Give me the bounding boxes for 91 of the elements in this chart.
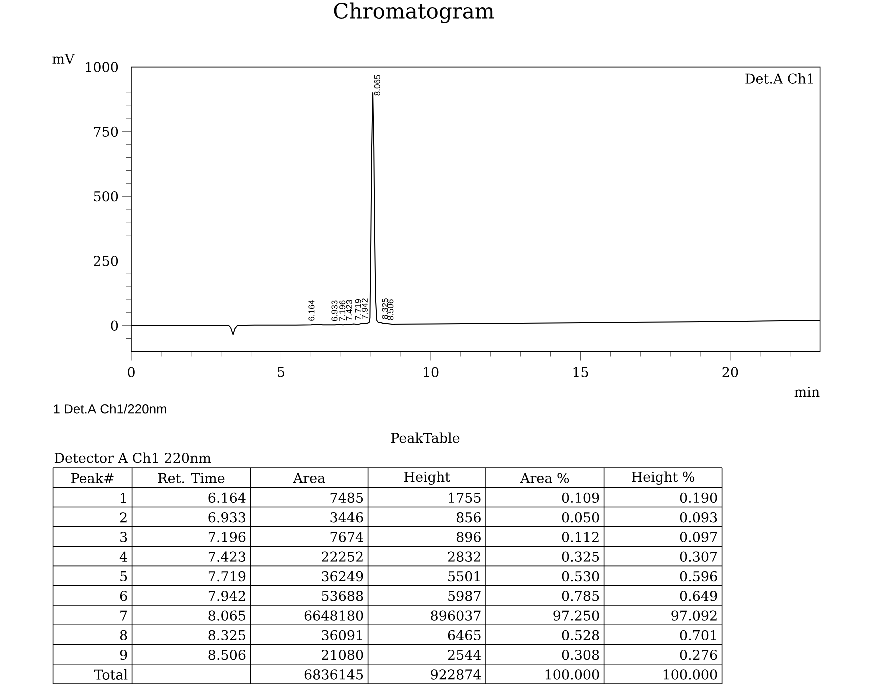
text: 0.093 bbox=[680, 512, 718, 523]
annotation: 8.506 bbox=[388, 300, 394, 320]
text: 0.325 bbox=[562, 552, 600, 562]
text: 22252 bbox=[322, 552, 363, 562]
annotation: 6.933 bbox=[332, 300, 338, 322]
text: 0.112 bbox=[562, 532, 599, 542]
text: 856 bbox=[456, 512, 481, 523]
text: 6 bbox=[120, 591, 128, 602]
text: Total bbox=[94, 669, 128, 680]
text: 36249 bbox=[322, 571, 364, 582]
text: 7.196 bbox=[208, 532, 246, 542]
text: 2544 bbox=[448, 650, 482, 660]
text: 0.785 bbox=[562, 591, 600, 602]
x-tick-label: 20 bbox=[722, 367, 738, 378]
text: Peak# bbox=[72, 473, 114, 484]
text: 6.164 bbox=[208, 492, 246, 504]
x-axis-title: min bbox=[794, 387, 820, 397]
text: 6836145 bbox=[304, 670, 364, 680]
text: Height bbox=[404, 472, 450, 485]
annotation: Det.A Ch1 bbox=[746, 73, 814, 84]
annotation: 8.325 bbox=[382, 298, 388, 320]
text: 3446 bbox=[330, 512, 364, 523]
text: 5987 bbox=[448, 591, 481, 602]
text: 97.092 bbox=[672, 610, 717, 621]
text: Ret. Time bbox=[158, 473, 225, 484]
text: 36091 bbox=[322, 630, 362, 641]
text: 1 bbox=[121, 492, 126, 503]
text: 0.530 bbox=[562, 571, 600, 582]
text: 0.190 bbox=[680, 492, 718, 504]
text: Area bbox=[293, 473, 326, 484]
text: 0.050 bbox=[562, 512, 600, 523]
y-tick-label: 500 bbox=[94, 191, 118, 202]
text: 8.506 bbox=[208, 650, 246, 660]
text: PeakTable bbox=[391, 432, 460, 444]
annotation: 7.719 bbox=[355, 299, 362, 320]
text: 0.109 bbox=[562, 492, 600, 504]
text: 6465 bbox=[448, 630, 481, 641]
text: 100.000 bbox=[546, 670, 600, 680]
text: 97.250 bbox=[554, 610, 600, 621]
text: 100.000 bbox=[664, 670, 718, 680]
text: 896037 bbox=[431, 610, 481, 621]
y-tick-label: 0 bbox=[111, 320, 118, 331]
text: 3 bbox=[120, 532, 128, 542]
text: 7.423 bbox=[208, 552, 246, 562]
y-tick-label: 250 bbox=[94, 256, 118, 266]
text: 7674 bbox=[330, 532, 364, 542]
text: Detector A Ch1 220nm bbox=[54, 452, 212, 464]
text: Height % bbox=[632, 472, 695, 485]
text: 5 bbox=[120, 571, 128, 582]
text: 6.933 bbox=[208, 512, 246, 523]
text: 21080 bbox=[322, 650, 364, 660]
text: 8.325 bbox=[208, 630, 246, 641]
text: 7.942 bbox=[208, 591, 246, 602]
x-tick-label: 10 bbox=[424, 367, 439, 378]
annotation: 6.164 bbox=[308, 300, 315, 321]
text: 922874 bbox=[431, 670, 482, 680]
text: 1 Det.A Ch1/220nm bbox=[54, 404, 166, 414]
text: 4 bbox=[120, 552, 128, 562]
text: 0.649 bbox=[680, 591, 718, 602]
x-tick-label: 0 bbox=[128, 367, 135, 378]
text: 6648180 bbox=[304, 610, 364, 621]
y-axis-title: mV bbox=[52, 54, 75, 64]
text: 7 bbox=[120, 610, 128, 621]
chart-title: Chromatogram bbox=[334, 2, 494, 24]
annotation: 7.196 bbox=[340, 300, 346, 322]
text: 7485 bbox=[330, 492, 364, 504]
text: 0.528 bbox=[562, 630, 600, 641]
text: 0.701 bbox=[680, 630, 716, 641]
y-tick-label: 1000 bbox=[86, 62, 118, 72]
text: 1755 bbox=[449, 492, 481, 504]
annotation: 7.942 bbox=[362, 298, 368, 320]
text: 0.307 bbox=[680, 552, 718, 562]
text: 7.719 bbox=[208, 571, 246, 582]
x-tick-label: 15 bbox=[574, 367, 588, 378]
text: Area % bbox=[520, 473, 570, 484]
text: 0.596 bbox=[680, 571, 718, 582]
annotation: 7.423 bbox=[346, 300, 352, 321]
text: 0.308 bbox=[562, 650, 600, 660]
text: 8.065 bbox=[208, 610, 246, 621]
text: 0.097 bbox=[680, 532, 718, 542]
text: 2832 bbox=[448, 552, 480, 562]
text: 9 bbox=[120, 650, 128, 660]
text: 5501 bbox=[448, 571, 480, 582]
x-tick-label: 5 bbox=[278, 367, 284, 378]
text: 0.276 bbox=[680, 650, 718, 660]
text: 2 bbox=[120, 512, 127, 523]
text: 53688 bbox=[322, 591, 364, 602]
annotation: 8.065 bbox=[374, 75, 380, 96]
y-tick-label: 750 bbox=[94, 126, 118, 138]
text: 896 bbox=[456, 532, 481, 542]
text: 8 bbox=[120, 630, 128, 641]
